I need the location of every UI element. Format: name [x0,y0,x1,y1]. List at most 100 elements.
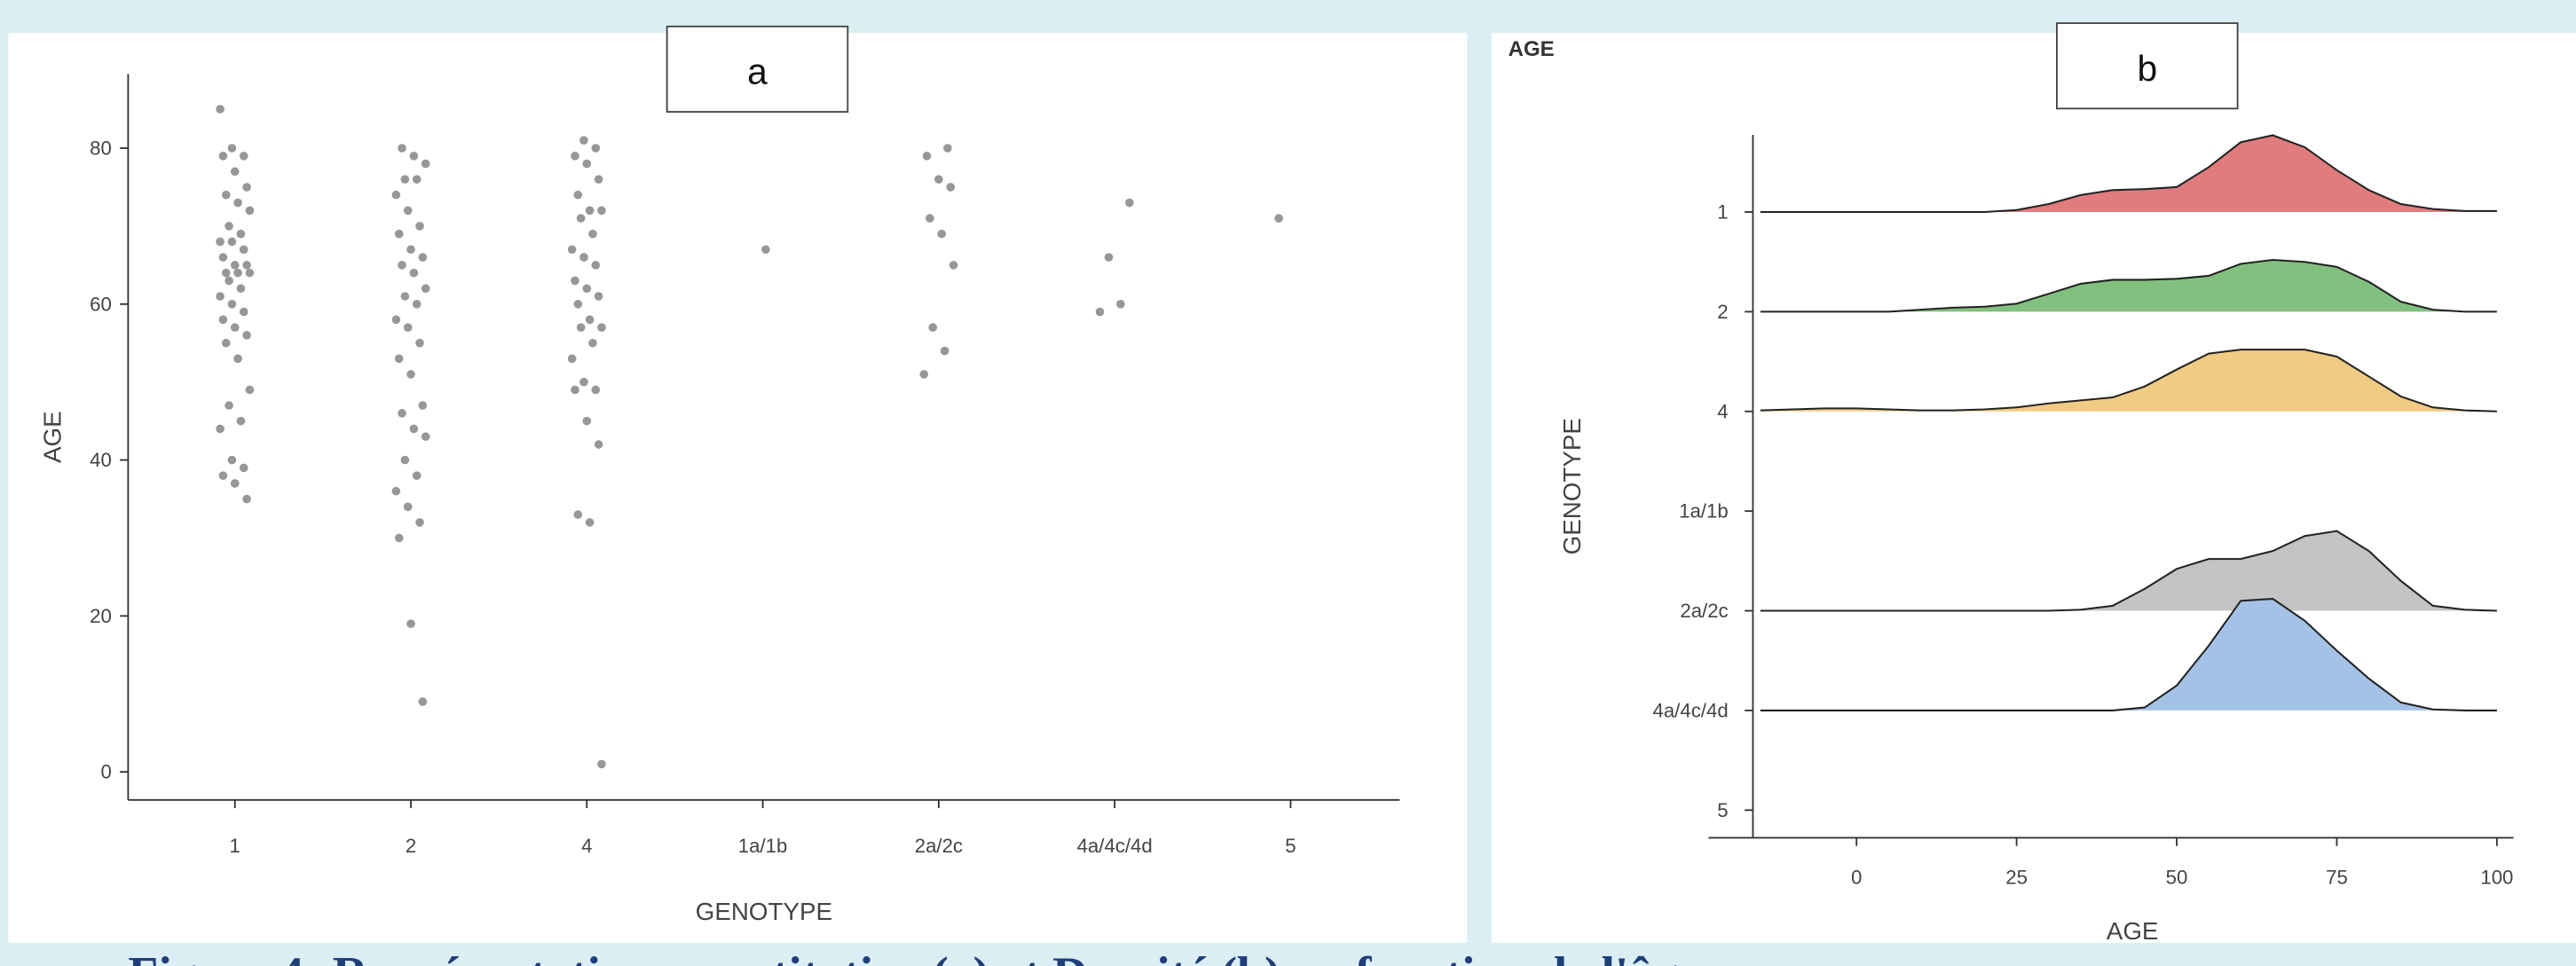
point [567,245,577,255]
point [400,175,410,184]
point [230,479,240,488]
point [937,229,947,239]
point [242,494,251,504]
point [926,214,934,223]
point [571,151,579,161]
x-tick-label: 2a/2c [915,835,963,857]
point [943,144,952,153]
point [1274,214,1283,223]
point [221,190,231,200]
density-line [1760,349,2497,412]
point [421,432,430,442]
point [221,268,231,278]
point [761,245,770,255]
point [597,206,606,216]
point [245,385,255,395]
point [412,175,421,184]
point [576,323,586,332]
point [597,759,606,769]
point [1116,299,1125,309]
point [216,105,225,114]
point [225,222,233,231]
point [585,315,595,325]
point [406,619,415,628]
point [403,502,413,512]
y-tick-label: 1a/1b [1679,500,1729,522]
x-tick-label: 1a/1b [738,835,788,857]
point [594,292,603,301]
x-axis-title: GENOTYPE [696,898,832,925]
point [239,151,248,161]
y-tick-label: 60 [90,293,112,315]
point [239,307,248,317]
point [406,245,415,255]
point [221,338,231,348]
point [579,253,588,262]
x-tick-label: 5 [1285,835,1296,857]
point [922,151,932,161]
y-tick-label: 5 [1717,799,1728,821]
point [579,136,588,145]
point [591,385,601,395]
x-tick-label: 75 [2326,866,2348,888]
y-tick-label: 4a/4c/4d [1652,699,1728,721]
point [573,190,583,200]
point [230,261,240,270]
point [216,292,225,301]
point [415,518,424,527]
point [218,253,228,262]
point [242,183,251,192]
point [242,331,251,340]
point [421,159,430,169]
y-tick-label: 2a/2c [1680,600,1728,622]
density-area [1760,135,2497,213]
point [949,261,958,270]
x-tick-label: 4a/4c/4d [1077,835,1153,857]
y-tick-label: 80 [90,137,112,160]
point [394,229,404,239]
label-box [2056,22,2239,110]
point [391,486,401,496]
y-tick-label: 40 [90,449,112,471]
point [233,198,242,208]
point [1104,253,1114,262]
point [233,354,242,364]
point [403,323,413,332]
point [242,261,251,270]
point [940,346,949,356]
density-area [1760,599,2497,711]
point [582,284,592,294]
point [1095,307,1105,317]
density-area [1760,349,2497,412]
y-axis-title: GENOTYPE [1558,418,1586,554]
point [582,159,592,169]
panel-label: b [2137,48,2157,89]
y-tick-label: 1 [1717,201,1728,224]
panel-a [8,33,1468,943]
x-axis-title: AGE [2107,917,2159,945]
point [415,222,424,231]
point [400,455,410,465]
point [227,144,237,153]
label-box [666,25,849,114]
point [236,284,246,294]
point [245,268,255,278]
y-tick-label: 2 [1717,301,1728,323]
point [398,409,406,418]
point [582,416,592,426]
y-tick-label: 4 [1717,400,1728,422]
point [394,354,404,364]
point [928,323,938,332]
point [218,471,228,480]
x-tick-label: 1 [230,835,240,857]
x-tick-label: 2 [406,835,416,857]
density-area [1760,530,2497,611]
point [946,183,956,192]
point [218,315,228,325]
point [216,424,225,434]
point [239,245,248,255]
point [418,401,428,410]
point [573,299,583,309]
density-area [1760,259,2497,312]
